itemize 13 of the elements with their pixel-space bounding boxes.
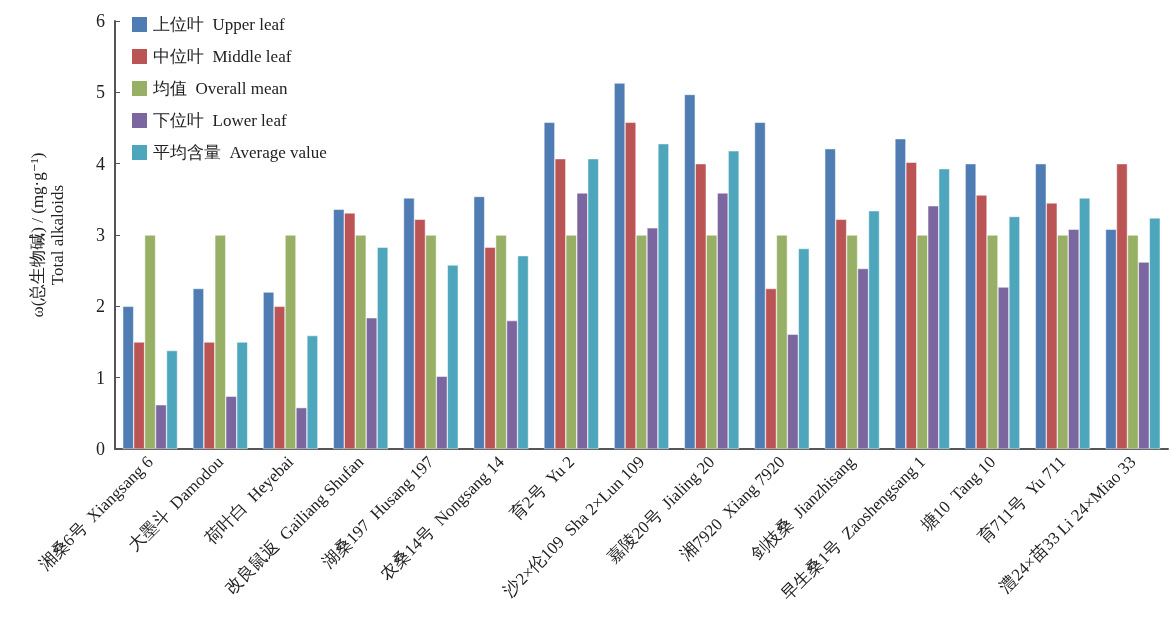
legend-label: 平均含量 Average value [153,143,327,162]
legend-label: 中位叶 Middle leaf [153,47,292,66]
y-tick-label: 5 [96,82,105,103]
y-tick-label: 3 [96,225,105,245]
y-tick-label: 1 [96,367,105,388]
y-axis-title: ω(总生物碱) / (mg·g⁻¹) Total alkaloids [27,152,67,318]
y-tick-label: 6 [96,11,105,31]
y-tick-label: 2 [96,296,105,317]
legend-label: 均值 Overall mean [152,79,289,98]
y-tick-label: 0 [96,439,105,459]
legend-label: 上位叶 Upper leaf [153,15,286,34]
y-tick-label: 4 [96,153,105,174]
legend-label: 下位叶 Lower leaf [153,111,287,130]
